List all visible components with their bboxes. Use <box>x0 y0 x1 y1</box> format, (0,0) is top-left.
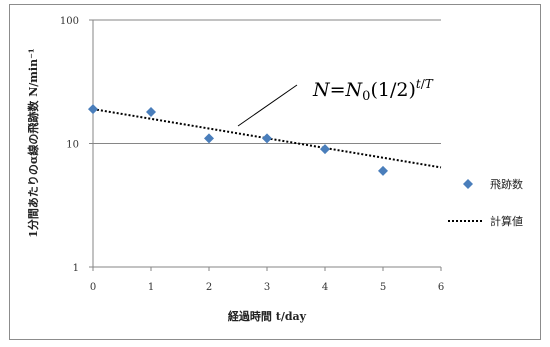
x-axis-title: 経過時間 t/day <box>228 309 307 323</box>
series <box>88 104 442 176</box>
y-ticks: 1 10 100 <box>60 16 93 274</box>
x-tick-label-1: 1 <box>148 282 154 293</box>
y-tick-label-100: 100 <box>60 16 79 27</box>
data-point-0 <box>88 104 98 115</box>
x-tick-label-3: 3 <box>264 282 270 293</box>
data-point-3 <box>262 133 272 144</box>
y-tick-label-1: 1 <box>73 263 79 274</box>
x-tick-label-5: 5 <box>380 282 386 293</box>
legend-label-line: 計算値 <box>490 214 523 228</box>
data-point-2 <box>204 133 214 144</box>
data-point-5 <box>378 165 388 176</box>
chart-frame <box>9 4 541 340</box>
x-tick-label-4: 4 <box>322 282 328 293</box>
x-tick-label-0: 0 <box>90 282 96 293</box>
x-tick-label-2: 2 <box>206 282 212 293</box>
data-point-4 <box>320 144 330 155</box>
y-tick-label-10: 10 <box>66 140 79 151</box>
legend-marker-diamond <box>463 179 473 189</box>
x-ticks: 0 1 2 3 4 5 6 <box>90 267 444 293</box>
gridlines <box>93 19 441 144</box>
formula-annotation: N=N0(1/2)t/T <box>312 77 434 104</box>
data-point-1 <box>146 106 156 117</box>
legend-label-points: 飛跡数 <box>490 177 523 191</box>
x-tick-label-6: 6 <box>438 282 444 293</box>
legend: 飛跡数 計算値 <box>448 177 523 228</box>
y-axis-title: 1分間あたりのα線の飛跡数 N/min⁻¹ <box>26 48 40 238</box>
formula-leader-line <box>237 84 298 127</box>
